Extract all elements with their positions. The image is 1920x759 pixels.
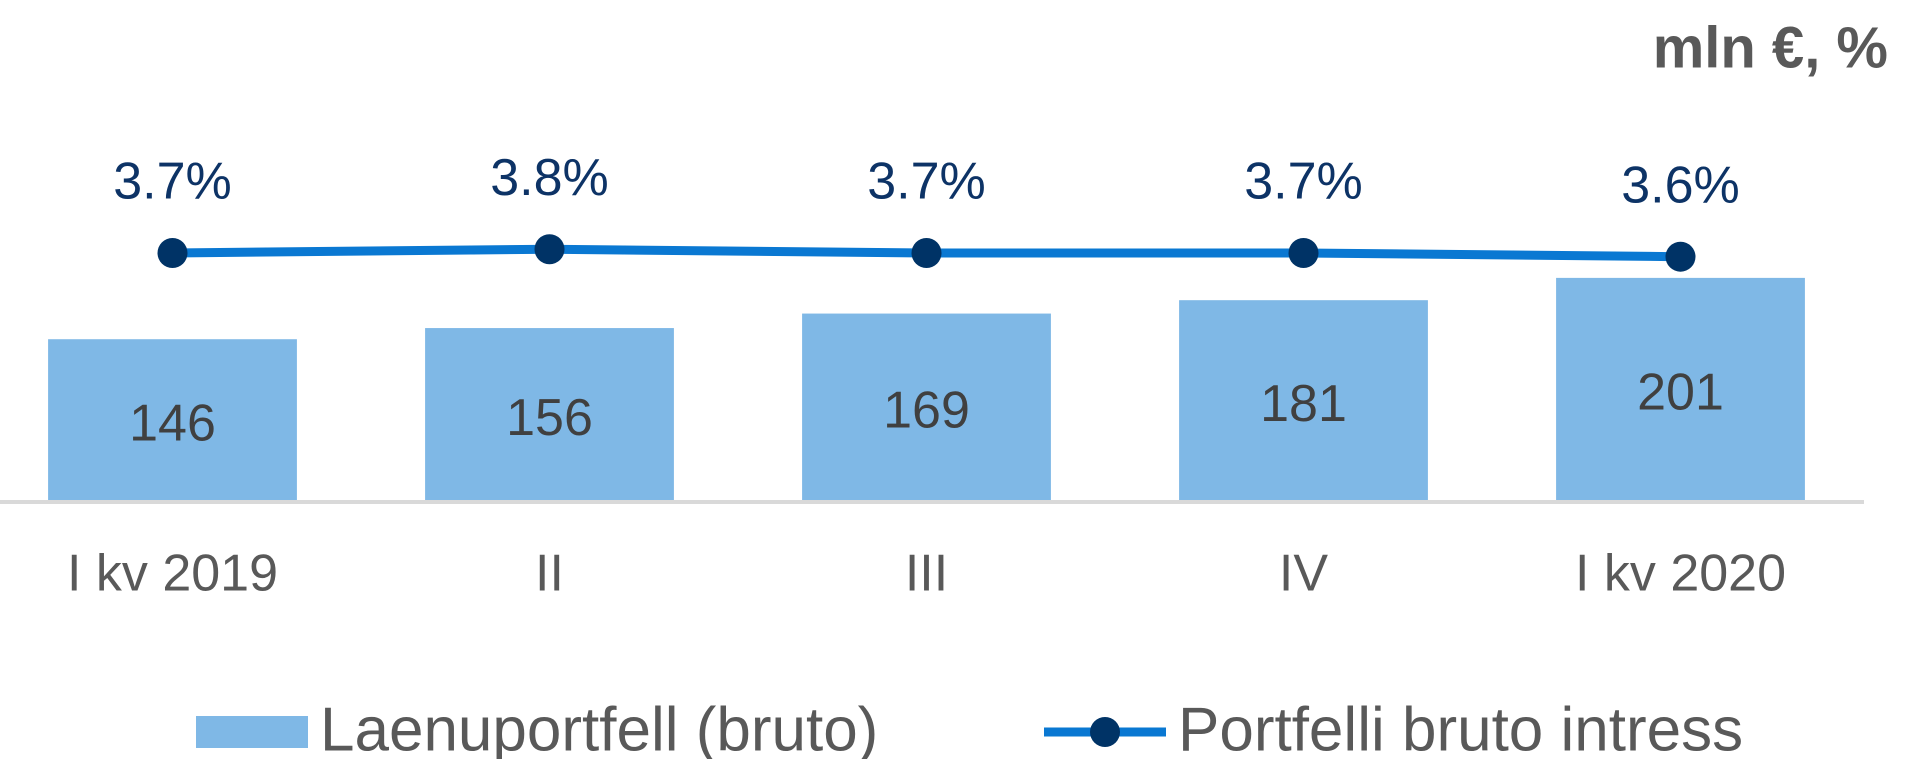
line-value-label: 3.7%: [867, 153, 986, 211]
bar: [48, 339, 297, 502]
line-value-label: 3.8%: [490, 149, 609, 207]
bar-value-label: 169: [883, 382, 970, 440]
line-marker: [1288, 237, 1319, 268]
bar: [1556, 277, 1805, 502]
line-value-label: 3.7%: [113, 153, 232, 211]
bar-value-label: 156: [506, 389, 593, 447]
x-tick-label: I kv 2019: [67, 545, 278, 603]
line-marker: [1665, 241, 1696, 272]
line-marker: [534, 234, 565, 265]
x-tick-label: I kv 2020: [1575, 545, 1786, 603]
bar: [1179, 300, 1428, 502]
line-value-label: 3.6%: [1621, 156, 1740, 214]
legend-swatch: [196, 716, 308, 748]
bar: [802, 313, 1051, 502]
unit-label: mln €, %: [1653, 15, 1888, 80]
line-marker: [157, 237, 188, 268]
x-tick-label: II: [535, 545, 564, 603]
line-marker: [911, 237, 942, 268]
bar-value-label: 201: [1637, 364, 1724, 422]
bar-value-label: 181: [1260, 375, 1347, 433]
x-tick-label: III: [905, 545, 948, 603]
legend-label: Laenuportfell (bruto): [320, 695, 878, 759]
bar-value-label: 146: [129, 394, 216, 452]
legend-marker: [1090, 717, 1120, 747]
x-tick-label: IV: [1279, 545, 1328, 603]
legend-label: Portfelli bruto intress: [1178, 695, 1743, 759]
bar: [425, 328, 674, 502]
line-value-label: 3.7%: [1244, 153, 1363, 211]
